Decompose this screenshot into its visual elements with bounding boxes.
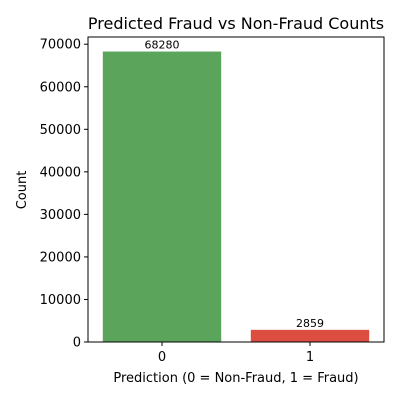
y-tick-label-70000: 70000: [40, 38, 81, 53]
chart-title: Predicted Fraud vs Non-Fraud Counts: [88, 14, 384, 33]
y-tick-label-60000: 60000: [40, 80, 81, 95]
y-tick-label-50000: 50000: [40, 123, 81, 138]
x-axis-label: Prediction (0 = Non-Fraud, 1 = Fraud): [113, 371, 358, 386]
y-tick-label-0: 0: [73, 336, 81, 351]
bar-1: [250, 329, 370, 342]
y-tick-label-40000: 40000: [40, 165, 81, 180]
y-tick-label-20000: 20000: [40, 250, 81, 265]
y-tick-label-10000: 10000: [40, 293, 81, 308]
data-label-1: 2859: [296, 317, 324, 330]
data-label-0: 68280: [145, 39, 180, 52]
y-tick-label-30000: 30000: [40, 208, 81, 223]
y-axis-label: Count: [15, 171, 30, 210]
bar-0: [102, 51, 222, 342]
plot-area: 68280 0 2859 1 0 10000 20000 30000 40000 50000 600…: [40, 36, 385, 365]
x-tick-label-1: 1: [306, 350, 314, 365]
plot-frame: [87, 36, 385, 343]
x-tick-label-0: 0: [158, 350, 166, 365]
